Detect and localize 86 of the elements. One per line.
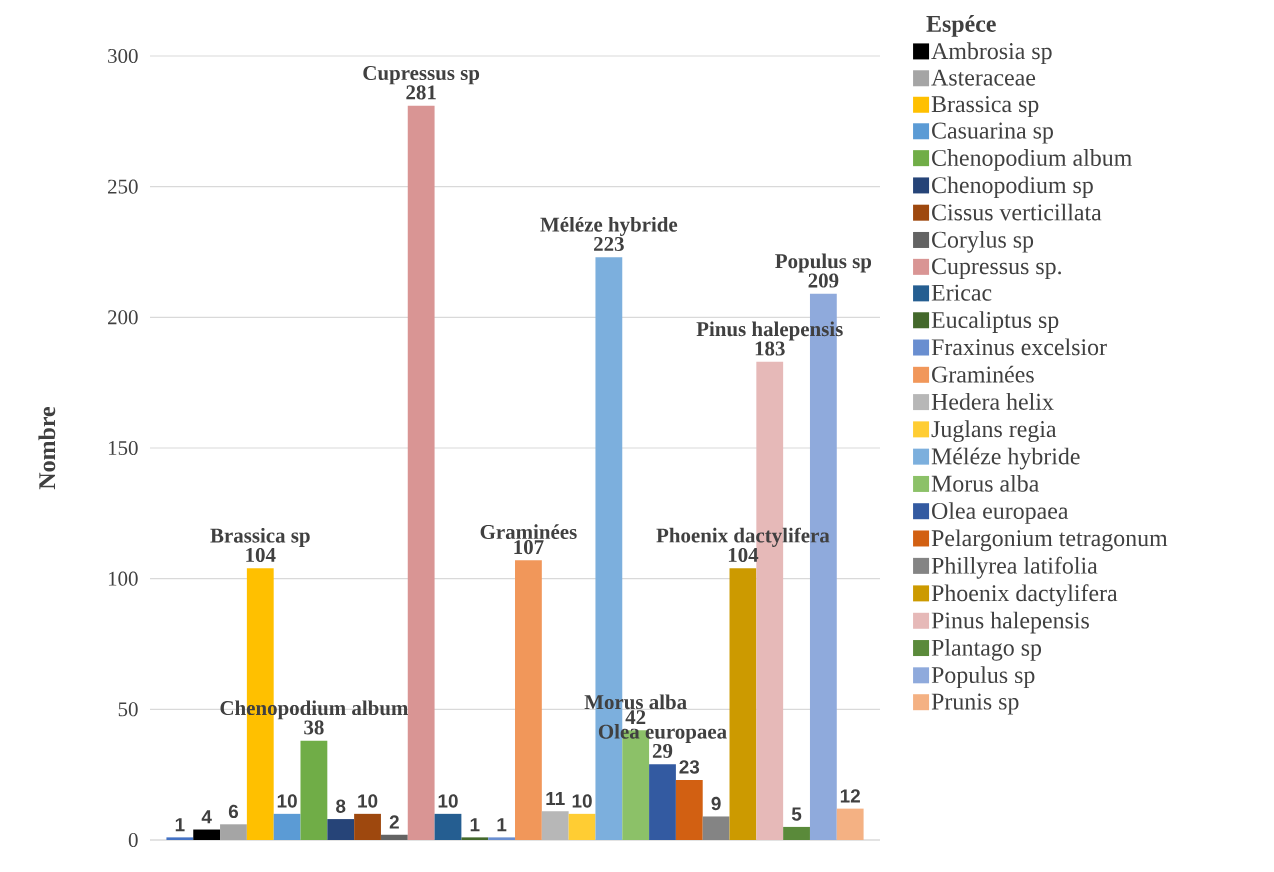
y-tick-label: 0 (128, 832, 138, 848)
data-label: 107 (514, 540, 544, 555)
data-label: 29 (652, 743, 673, 758)
legend-label: Ambrosia sp (931, 42, 1052, 65)
legend-label: Chenopodium album (932, 149, 1132, 171)
data-label: 104 (728, 547, 759, 562)
legend-label: Pinus halepensis (931, 611, 1089, 634)
data-label: 6 (228, 804, 239, 819)
legend-label: Plantago sp (931, 639, 1042, 661)
annotation: Brassica sp (210, 527, 310, 547)
legend-label: Prunis sp (931, 693, 1019, 715)
data-label: 1 (175, 818, 185, 832)
bar (434, 813, 462, 840)
bar (541, 811, 569, 840)
data-label: 23 (679, 760, 700, 774)
data-label: 2 (389, 815, 399, 829)
bar (783, 826, 810, 840)
legend-label: Fraxinus excelsior (931, 338, 1107, 356)
bar (649, 764, 676, 840)
y-tick-label: 300 (108, 48, 138, 64)
bar (327, 819, 355, 840)
legend-label: Populus sp (931, 666, 1035, 688)
data-label: 4 (201, 810, 212, 824)
legend-label: Asteraceae (931, 69, 1036, 86)
y-axis-title: Nombre (38, 407, 56, 490)
bar (729, 568, 757, 840)
data-label: 8 (336, 799, 346, 813)
bar (836, 808, 864, 840)
legend-label: Chenopodium sp (932, 176, 1093, 199)
data-label: 42 (625, 710, 646, 725)
legend-label: Hedera helix (931, 393, 1054, 410)
bar (488, 837, 516, 840)
legend-label: Juglans regia (931, 420, 1057, 443)
legend-label: Graminées (932, 365, 1034, 383)
bar (568, 813, 596, 840)
y-tick-label: 250 (108, 179, 138, 194)
data-label: 11 (546, 792, 565, 806)
legend-title: Espéce (926, 15, 996, 37)
legend-label: Brassica sp (931, 96, 1039, 118)
legend-label: Morus alba (931, 474, 1039, 492)
legend-label: Eucaliptus sp (931, 311, 1059, 333)
data-label: 10 (277, 794, 297, 808)
data-label: 10 (438, 794, 458, 808)
legend-label: Cissus verticillata (932, 203, 1102, 221)
data-label: 12 (840, 789, 860, 803)
bar (300, 740, 328, 840)
bar (166, 837, 194, 840)
y-tick-label: 150 (108, 440, 138, 456)
data-label: 183 (755, 341, 785, 356)
y-tick-label: 100 (108, 571, 138, 586)
bar (702, 816, 730, 840)
annotation: Méléze hybride (540, 216, 678, 236)
bar (515, 560, 542, 840)
data-label: 223 (594, 236, 624, 252)
y-tick-label: 200 (108, 310, 138, 325)
data-label: 38 (304, 720, 324, 735)
bar (407, 105, 435, 840)
annotation: Cupressus sp (363, 66, 480, 85)
data-label: 5 (791, 807, 802, 821)
legend-label: Ericac (931, 284, 992, 301)
legend-label: Pelargonium tetragonum (931, 529, 1168, 552)
data-label: 1 (470, 818, 480, 832)
legend-label: Corylus sp (932, 230, 1034, 253)
legend-label: Méléze hybride (931, 447, 1080, 470)
bar (193, 829, 221, 840)
legend-label: Olea europaea (932, 502, 1069, 524)
bar (354, 813, 381, 840)
bar (380, 834, 408, 840)
annotation: Graminées (480, 524, 577, 540)
data-label: 9 (711, 796, 721, 811)
bar (220, 824, 247, 840)
data-label: 10 (358, 794, 378, 808)
legend-label: Phoenix dactylifera (931, 584, 1118, 607)
legend-label: Phillyrea latifolia (931, 556, 1098, 579)
legend-label: Casuarina sp (932, 122, 1053, 144)
data-label: 104 (246, 547, 276, 562)
data-label: 10 (572, 794, 592, 808)
legend-label: Cupressus sp. (932, 258, 1061, 280)
y-tick-label: 50 (118, 702, 138, 717)
data-label: 281 (406, 85, 436, 100)
bar (461, 837, 489, 840)
annotation: Populus sp (775, 253, 872, 273)
bar (675, 779, 703, 840)
data-label: 1 (497, 818, 507, 832)
bar (273, 813, 301, 840)
data-label: 209 (808, 273, 839, 288)
